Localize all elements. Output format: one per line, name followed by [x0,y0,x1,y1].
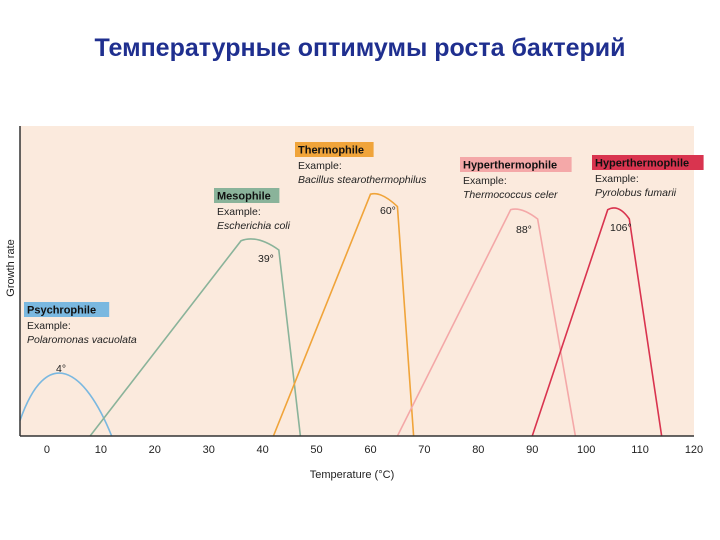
series-optimum-label: 106° [610,222,632,234]
x-tick-label: 70 [418,444,430,456]
series-optimum-label: 4° [56,363,66,375]
x-tick-label: 100 [577,444,595,456]
series-line [531,207,663,437]
series-name: Mesophile [217,191,271,203]
x-tick-label: 90 [526,444,538,456]
x-tick-label: 60 [364,444,376,456]
x-tick-label: 10 [95,444,107,456]
series-example-label: Example: [27,320,71,332]
series-name: Hyperthermophile [463,160,557,172]
series-optimum-label: 60° [380,205,396,217]
series-name-box [592,155,704,170]
series-label-group: Mesophile Example: Escherichia coli 39° [214,188,291,265]
series-name-box [460,157,572,172]
x-tick-label: 40 [257,444,269,456]
series-name: Psychrophile [27,305,96,317]
series-organism: Escherichia coli [217,220,291,232]
curves-layer [19,192,663,437]
series-example-label: Example: [298,160,342,172]
series-optimum-label: 39° [258,253,274,265]
series-line [19,372,113,437]
series-organism: Thermococcus celer [463,189,558,201]
series-label-group: Psychrophile Example: Polaromonas vacuolat… [24,302,137,375]
x-tick-label: 80 [472,444,484,456]
series-name: Hyperthermophile [595,158,689,170]
x-tick-label: 0 [44,444,50,456]
series-line [89,238,302,437]
x-tick-labels: 0 10 20 30 40 50 60 70 80 90 100 110 120 [44,444,703,456]
series-example-label: Example: [217,206,261,218]
series-label-group: Thermophile Example: Bacillus stearothermo… [295,142,427,217]
x-tick-label: 120 [685,444,703,456]
x-tick-label: 20 [149,444,161,456]
series-name-box [214,188,280,203]
series-name: Thermophile [298,145,364,157]
series-line [272,192,415,437]
series-label-group: Hyperthermophile Example: Thermococcus cel… [460,157,572,236]
series-organism: Polaromonas vacuolata [27,334,137,346]
x-tick-label: 110 [631,444,649,456]
series-line [396,208,577,437]
x-axis-label: Temperature (°C) [310,469,394,481]
plot-background [20,126,694,436]
x-tick-label: 30 [203,444,215,456]
label-boxes-layer: Psychrophile Example: Polaromonas vacuolat… [24,142,704,375]
series-label-group: Hyperthermophile Example: Pyrolobus fumari… [592,155,704,234]
series-name-box [295,142,374,157]
y-axis-label: Growth rate [5,239,17,296]
series-optimum-label: 88° [516,224,532,236]
series-example-label: Example: [463,175,507,187]
series-organism: Pyrolobus fumarii [595,187,677,199]
series-name-box [24,302,110,317]
slide-title: Температурные оптимумы роста бактерий [94,34,626,62]
series-example-label: Example: [595,173,639,185]
x-tick-label: 50 [310,444,322,456]
series-organism: Bacillus stearothermophilus [298,174,427,186]
